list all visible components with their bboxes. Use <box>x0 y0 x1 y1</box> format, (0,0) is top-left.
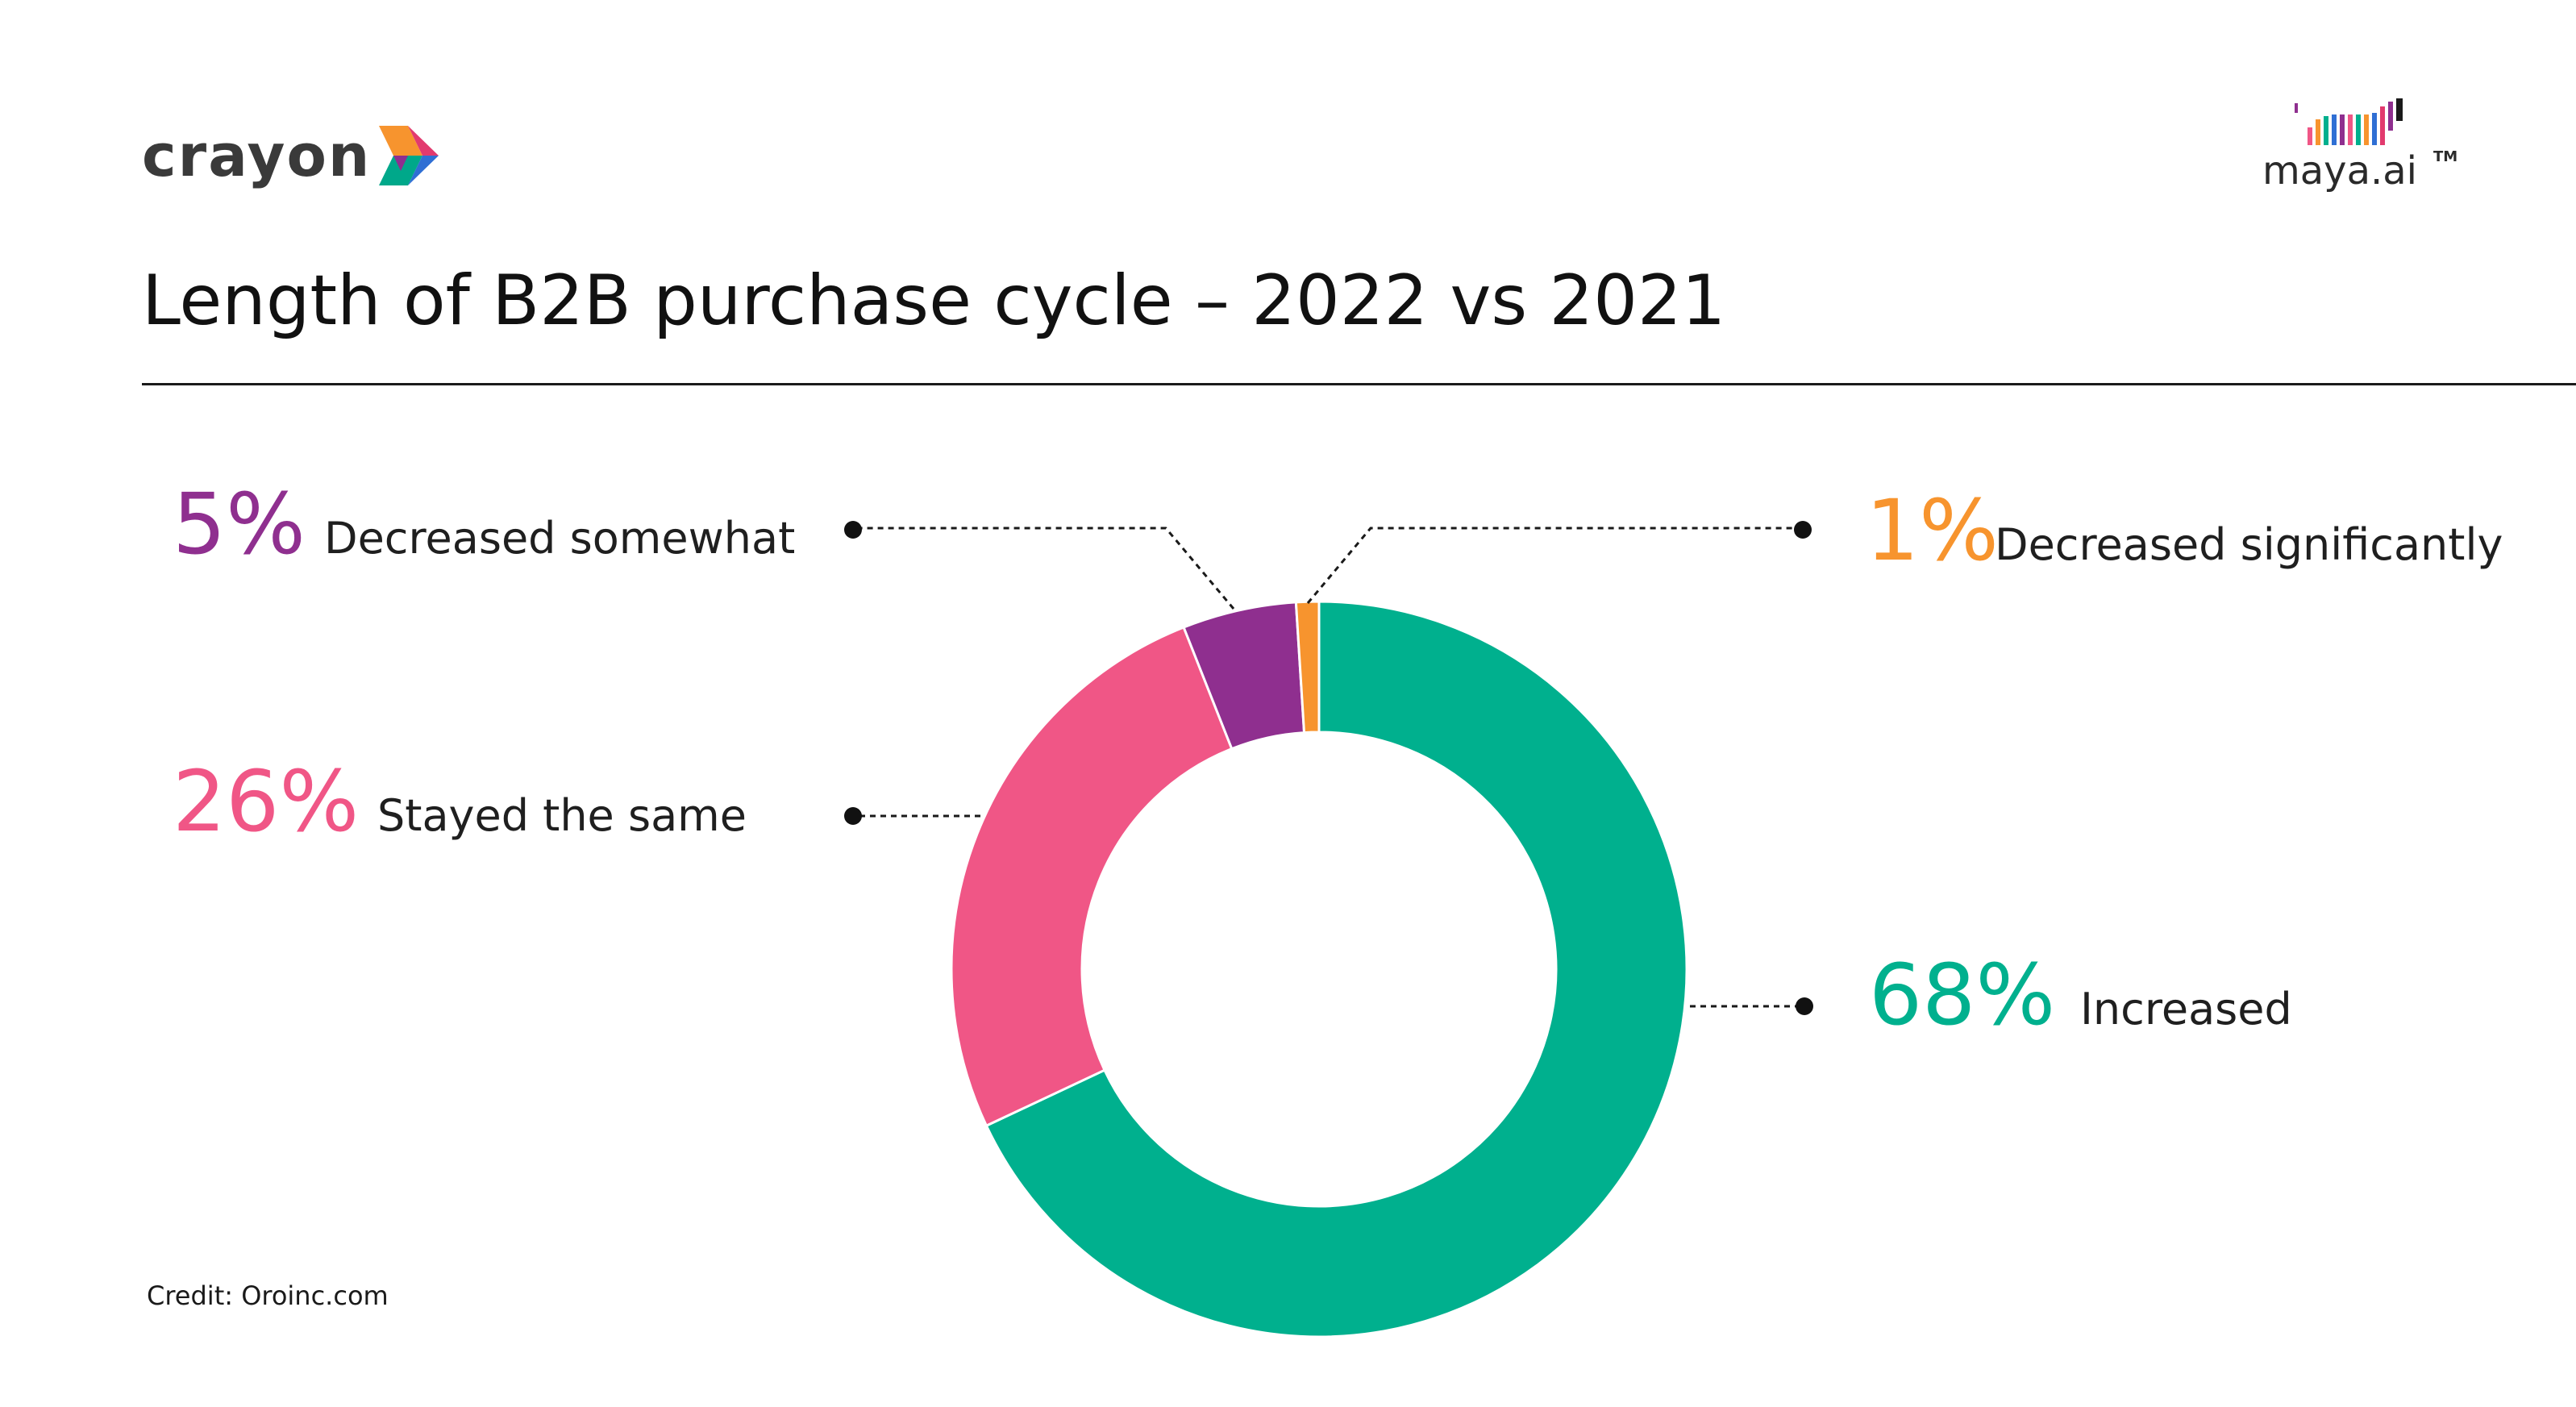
crayon-arrow-icon <box>379 126 439 185</box>
maya-logo: maya.ai TM <box>2249 95 2459 200</box>
maya-dog-icon <box>2295 98 2403 145</box>
leader-line-decreased-somewhat <box>855 527 1235 610</box>
category-label-decreased-significantly: Decreased significantly <box>1995 519 2503 570</box>
leader-dot-decreased-significantly <box>1794 521 1812 539</box>
percent-label-decreased-significantly: 1% <box>1866 481 1999 580</box>
crayon-logo-text: crayon <box>142 122 372 189</box>
leader-dot-increased <box>1796 997 1813 1015</box>
leader-dot-stayed-the-same <box>844 807 862 825</box>
leader-line-decreased-significantly <box>1306 527 1803 604</box>
category-label-decreased-somewhat: Decreased somewhat <box>324 513 795 564</box>
source-credit: Credit: Oroinc.com <box>147 1280 389 1311</box>
leader-dot-decreased-somewhat <box>844 521 862 539</box>
slice-decreased-significantly <box>1294 600 1321 735</box>
title-divider <box>142 383 2576 385</box>
category-label-stayed-the-same: Stayed the same <box>377 790 747 841</box>
donut-labels: 68% Increased 26% Stayed the same 5% Decrease… <box>173 475 2503 1044</box>
trademark-mark: TM <box>2433 148 2458 165</box>
maya-logo-text: maya.ai <box>2262 148 2417 194</box>
slice-increased <box>984 600 1688 1338</box>
percent-label-increased: 68% <box>1869 946 2055 1044</box>
crayon-logo: crayon <box>142 119 442 192</box>
category-label-increased: Increased <box>2080 984 2292 1034</box>
percent-label-decreased-somewhat: 5% <box>173 475 306 573</box>
page-title: Length of B2B purchase cycle – 2022 vs 2… <box>142 260 1726 341</box>
donut-slices <box>950 600 1688 1338</box>
slice-stayed-the-same <box>950 626 1234 1128</box>
percent-label-stayed-the-same: 26% <box>173 752 359 851</box>
